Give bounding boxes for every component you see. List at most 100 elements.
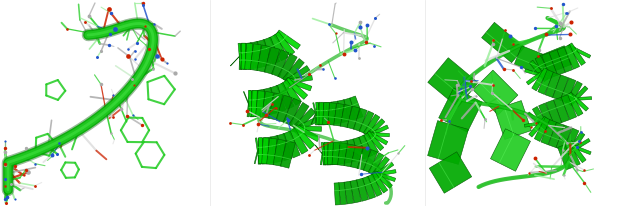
Polygon shape bbox=[328, 142, 333, 164]
Polygon shape bbox=[358, 135, 372, 158]
Polygon shape bbox=[535, 56, 551, 80]
Polygon shape bbox=[292, 126, 315, 149]
Polygon shape bbox=[527, 112, 548, 130]
Polygon shape bbox=[556, 125, 572, 150]
Polygon shape bbox=[259, 138, 262, 164]
Polygon shape bbox=[315, 145, 330, 162]
Polygon shape bbox=[374, 170, 396, 177]
Polygon shape bbox=[318, 103, 322, 125]
Polygon shape bbox=[278, 54, 297, 80]
Polygon shape bbox=[563, 45, 580, 69]
Polygon shape bbox=[561, 95, 577, 120]
Polygon shape bbox=[276, 133, 292, 161]
Polygon shape bbox=[250, 91, 254, 117]
Polygon shape bbox=[257, 89, 269, 116]
Polygon shape bbox=[367, 131, 388, 145]
Polygon shape bbox=[255, 91, 265, 117]
Polygon shape bbox=[526, 68, 548, 85]
Polygon shape bbox=[365, 131, 384, 151]
Polygon shape bbox=[250, 41, 262, 68]
Polygon shape bbox=[276, 95, 292, 123]
Polygon shape bbox=[532, 68, 549, 91]
Polygon shape bbox=[280, 141, 296, 168]
Polygon shape bbox=[359, 111, 374, 133]
Polygon shape bbox=[549, 50, 565, 75]
Polygon shape bbox=[323, 102, 330, 125]
Polygon shape bbox=[326, 143, 331, 165]
Polygon shape bbox=[285, 66, 310, 84]
Polygon shape bbox=[351, 145, 363, 169]
Polygon shape bbox=[347, 139, 358, 162]
Polygon shape bbox=[319, 102, 323, 124]
Polygon shape bbox=[247, 91, 251, 117]
Polygon shape bbox=[340, 140, 351, 163]
Polygon shape bbox=[429, 152, 472, 193]
Polygon shape bbox=[311, 103, 320, 124]
Polygon shape bbox=[339, 182, 347, 205]
Polygon shape bbox=[262, 91, 273, 118]
Polygon shape bbox=[541, 120, 557, 145]
Polygon shape bbox=[367, 132, 390, 137]
Polygon shape bbox=[330, 143, 337, 165]
Polygon shape bbox=[276, 30, 300, 49]
Polygon shape bbox=[374, 171, 396, 181]
Polygon shape bbox=[566, 92, 583, 116]
Polygon shape bbox=[532, 107, 549, 130]
Polygon shape bbox=[353, 108, 367, 131]
Polygon shape bbox=[332, 142, 340, 165]
Polygon shape bbox=[546, 100, 562, 125]
Polygon shape bbox=[373, 171, 392, 188]
Polygon shape bbox=[428, 58, 478, 107]
Polygon shape bbox=[541, 53, 557, 78]
Polygon shape bbox=[540, 46, 572, 74]
Polygon shape bbox=[273, 32, 295, 56]
Polygon shape bbox=[264, 88, 277, 115]
Polygon shape bbox=[294, 116, 321, 132]
Polygon shape bbox=[289, 102, 309, 128]
Polygon shape bbox=[337, 143, 347, 166]
Polygon shape bbox=[241, 43, 248, 70]
Polygon shape bbox=[568, 138, 590, 154]
Polygon shape bbox=[241, 43, 246, 69]
Polygon shape bbox=[557, 145, 573, 170]
Polygon shape bbox=[481, 22, 524, 63]
Polygon shape bbox=[525, 69, 548, 78]
Polygon shape bbox=[372, 157, 389, 177]
Polygon shape bbox=[315, 103, 319, 125]
Polygon shape bbox=[568, 43, 586, 66]
Polygon shape bbox=[357, 147, 371, 170]
Polygon shape bbox=[248, 90, 252, 117]
Polygon shape bbox=[273, 139, 286, 166]
Polygon shape bbox=[568, 132, 585, 155]
Polygon shape bbox=[557, 47, 573, 72]
Polygon shape bbox=[438, 88, 483, 132]
Polygon shape bbox=[353, 137, 366, 160]
Polygon shape bbox=[271, 50, 289, 77]
Polygon shape bbox=[313, 103, 319, 124]
Polygon shape bbox=[257, 45, 270, 72]
Polygon shape bbox=[334, 183, 340, 205]
Polygon shape bbox=[239, 43, 243, 70]
Polygon shape bbox=[276, 83, 294, 109]
Polygon shape bbox=[263, 37, 280, 64]
Polygon shape bbox=[333, 103, 344, 126]
Polygon shape bbox=[335, 142, 344, 164]
Polygon shape bbox=[258, 138, 261, 164]
Polygon shape bbox=[534, 117, 550, 142]
Polygon shape bbox=[529, 60, 548, 82]
Polygon shape bbox=[269, 93, 283, 120]
Polygon shape bbox=[560, 78, 576, 103]
Polygon shape bbox=[344, 98, 356, 121]
Polygon shape bbox=[245, 43, 255, 69]
Polygon shape bbox=[347, 106, 360, 129]
Polygon shape bbox=[566, 81, 582, 105]
Polygon shape bbox=[264, 47, 280, 74]
Polygon shape bbox=[473, 70, 518, 115]
Polygon shape bbox=[316, 102, 320, 124]
Polygon shape bbox=[244, 43, 253, 70]
Polygon shape bbox=[356, 178, 369, 201]
Polygon shape bbox=[324, 142, 328, 164]
Polygon shape bbox=[373, 162, 394, 178]
Polygon shape bbox=[554, 97, 570, 123]
Polygon shape bbox=[281, 80, 301, 105]
